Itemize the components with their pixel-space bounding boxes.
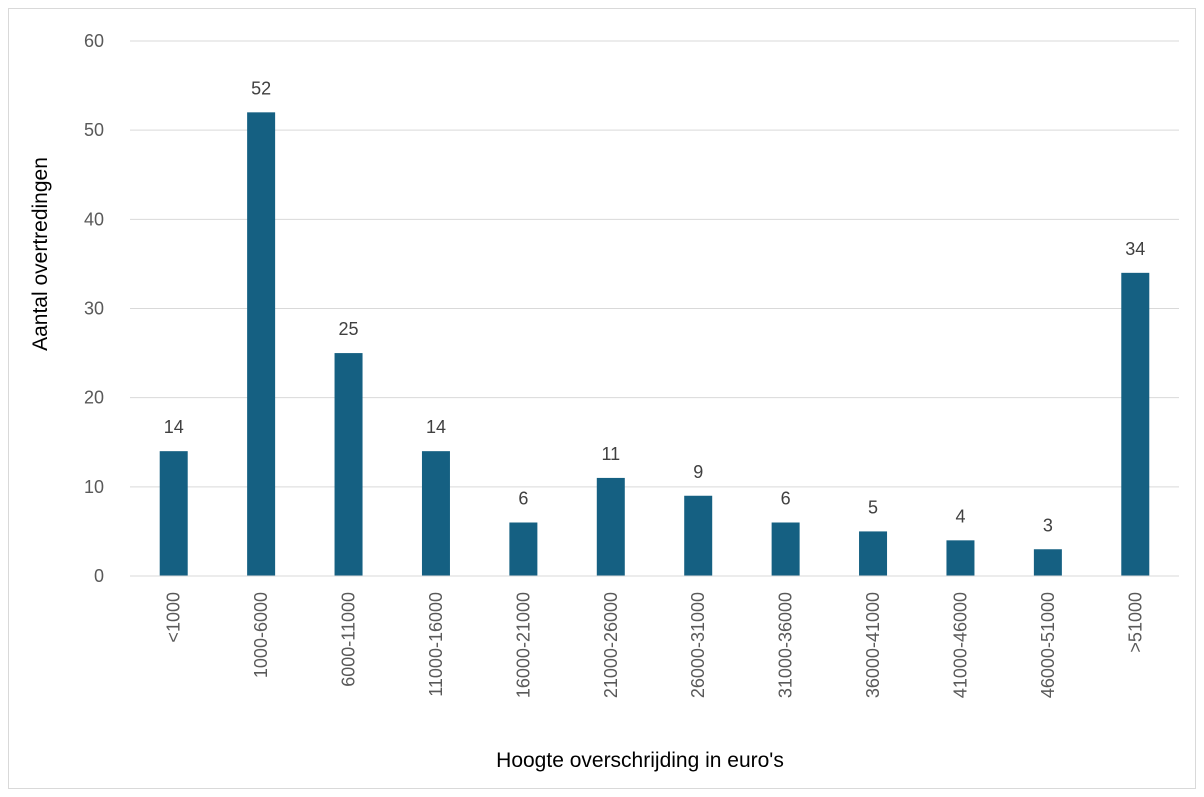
bar: [596, 477, 625, 576]
data-label: 4: [955, 506, 965, 526]
bar: [1121, 272, 1150, 576]
x-tick-label: 21000-26000: [601, 592, 621, 698]
data-label: 14: [426, 417, 446, 437]
x-tick-label: 46000-51000: [1038, 592, 1058, 698]
x-axis-ticks: <1000 1000-6000 6000-11000 11000-16000 16000…: [164, 592, 1146, 698]
data-label: 9: [693, 462, 703, 482]
x-tick-label: >51000: [1125, 592, 1145, 653]
data-label: 3: [1043, 515, 1053, 535]
y-tick-label: 60: [84, 31, 104, 51]
data-label: 11: [601, 444, 620, 464]
y-tick-label: 10: [84, 477, 104, 497]
y-tick-label: 50: [84, 120, 104, 140]
data-label: 52: [251, 78, 271, 98]
bar: [247, 112, 276, 576]
gridlines: [130, 40, 1179, 488]
y-tick-label: 20: [84, 388, 104, 408]
x-tick-label: 6000-11000: [339, 592, 359, 687]
bar: [1033, 549, 1062, 576]
bar: [946, 540, 975, 576]
x-tick-label: 16000-21000: [513, 592, 533, 698]
x-tick-label: 31000-36000: [776, 592, 796, 698]
data-label: 25: [339, 319, 359, 339]
bar: [771, 522, 800, 576]
chart-area: [8, 8, 1196, 789]
x-tick-label: <1000: [164, 592, 184, 643]
x-tick-label: 1000-6000: [251, 592, 271, 678]
y-axis-ticks: 0 10 20 30 40 50 60: [84, 31, 104, 586]
data-label: 6: [781, 489, 791, 509]
data-label: 14: [164, 417, 184, 437]
bar: [421, 451, 450, 576]
x-tick-label: 41000-46000: [950, 592, 970, 698]
data-labels: 14 52 25 14 6 11 9 6 5 4 3 34: [164, 78, 1146, 535]
y-tick-label: 30: [84, 299, 104, 319]
data-label: 34: [1125, 239, 1145, 259]
bars: [159, 112, 1150, 576]
y-tick-label: 0: [94, 566, 104, 586]
bar: [684, 495, 713, 576]
bar: [859, 531, 888, 576]
y-tick-label: 40: [84, 209, 104, 229]
data-label: 5: [868, 497, 878, 517]
bar: [334, 353, 363, 576]
bar: [509, 522, 538, 576]
x-tick-label: 26000-31000: [688, 592, 708, 698]
x-tick-label: 11000-16000: [426, 592, 446, 697]
data-label: 6: [518, 489, 528, 509]
x-axis-title: Hoogte overschrijding in euro's: [496, 749, 784, 772]
x-tick-label: 36000-41000: [863, 592, 883, 698]
bar: [159, 451, 188, 576]
y-axis-title: Aantal overtredingen: [29, 157, 52, 351]
